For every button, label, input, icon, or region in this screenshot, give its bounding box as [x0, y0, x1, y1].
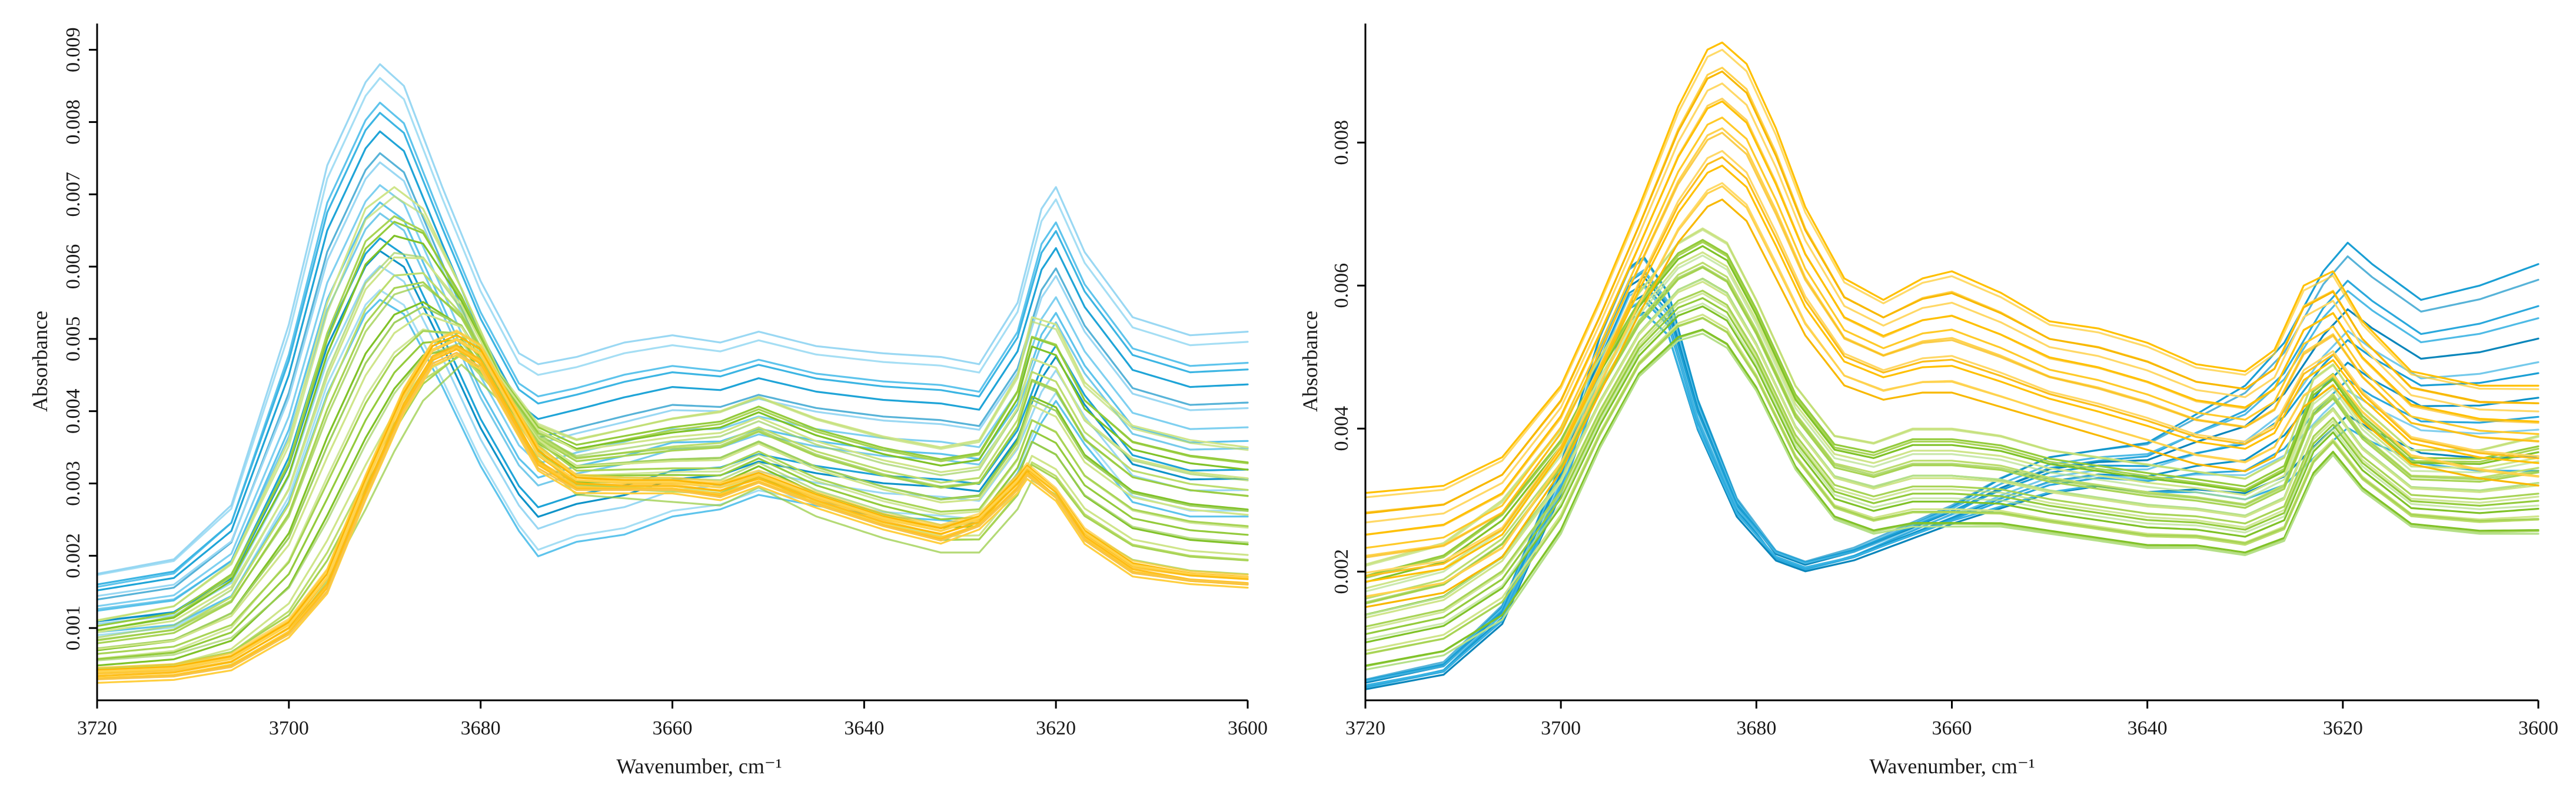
- left-green-spectrum-line: [96, 330, 1249, 655]
- left-green-spectrum-line: [96, 312, 1249, 650]
- left-y-tick-label: 0.008: [62, 99, 84, 145]
- right-chart-panel: 3720 3700 3680 3660 3640 3620 3600 0.002 0.004 0.…: [1298, 24, 2558, 778]
- left-green-spectrum-line: [96, 305, 1249, 650]
- right-x-tick-label: 3680: [1736, 717, 1776, 739]
- left-y-tick-label: 0.003: [62, 461, 84, 506]
- left-blue-spectrum-line: [96, 152, 1249, 601]
- left-green-spectrum-line: [96, 234, 1249, 631]
- left-curves: [96, 63, 1249, 684]
- right-orange-spectrum-line: [1364, 41, 2540, 494]
- left-blue-spectrum-line: [96, 212, 1249, 610]
- right-green-spectrum-line: [1364, 281, 2540, 619]
- left-x-tick-label: 3720: [77, 717, 117, 739]
- right-green-spectrum-line: [1364, 292, 2540, 630]
- left-axes: 3720 3700 3680 3660 3640 3620 3600 0.001 0.002 0.…: [62, 24, 1268, 739]
- left-chart-panel: 3720 3700 3680 3660 3640 3620 3600 0.001 0.002 0.…: [28, 24, 1268, 778]
- left-green-spectrum-line: [96, 272, 1249, 641]
- left-y-tick-label: 0.006: [62, 244, 84, 290]
- right-y-axis-title: Absorbance: [1298, 311, 1322, 412]
- left-green-spectrum-line: [96, 221, 1249, 627]
- left-blue-spectrum-line: [96, 101, 1249, 588]
- right-x-tick-label: 3660: [1932, 717, 1972, 739]
- left-blue-spectrum-line: [96, 130, 1249, 591]
- left-green-spectrum-line: [96, 195, 1249, 621]
- right-green-spectrum-line: [1364, 290, 2540, 628]
- right-x-tick-label: 3640: [2128, 717, 2168, 739]
- right-green-spectrum-line: [1364, 254, 2540, 593]
- right-orange-spectrum-line: [1364, 48, 2540, 498]
- left-x-tick-label: 3640: [844, 717, 884, 739]
- right-orange-spectrum-line: [1364, 185, 2540, 598]
- right-x-axis-title: Wavenumber, cm⁻¹: [1869, 754, 2035, 778]
- right-orange-spectrum-line: [1364, 82, 2540, 524]
- left-y-tick-label: 0.009: [62, 27, 84, 72]
- right-orange-spectrum-line: [1364, 164, 2540, 583]
- left-blue-spectrum-line: [96, 63, 1249, 575]
- left-x-tick-label: 3700: [269, 717, 309, 739]
- right-green-spectrum-line: [1364, 328, 2540, 667]
- left-blue-spectrum-line: [96, 184, 1249, 607]
- left-blue-spectrum-line: [96, 201, 1249, 612]
- left-green-spectrum-line: [96, 256, 1249, 633]
- left-y-tick-label: 0.007: [62, 172, 84, 217]
- left-green-spectrum-line: [96, 354, 1249, 672]
- left-x-tick-label: 3620: [1036, 717, 1076, 739]
- right-green-spectrum-line: [1364, 229, 2540, 567]
- right-orange-spectrum-line: [1364, 131, 2540, 558]
- left-y-tick-label: 0.005: [62, 317, 84, 362]
- right-blue-spectrum-line: [1364, 283, 2540, 681]
- right-x-tick-label: 3720: [1345, 717, 1385, 739]
- right-axes: 3720 3700 3680 3660 3640 3620 3600 0.002 0.004 0.…: [1331, 24, 2558, 739]
- right-blue-spectrum-line: [1364, 298, 2540, 683]
- right-green-spectrum-line: [1364, 265, 2540, 604]
- left-green-spectrum-line: [96, 338, 1249, 660]
- right-green-spectrum-line: [1364, 278, 2540, 616]
- left-x-axis-title: Wavenumber, cm⁻¹: [616, 754, 782, 778]
- right-y-tick-label: 0.002: [1331, 549, 1352, 594]
- right-orange-spectrum-line: [1364, 117, 2540, 549]
- right-x-tick-label: 3620: [2323, 717, 2363, 739]
- left-blue-spectrum-line: [96, 161, 1249, 597]
- right-y-tick-label: 0.004: [1331, 406, 1352, 451]
- right-green-spectrum-line: [1364, 302, 2540, 641]
- left-y-tick-label: 0.004: [62, 388, 84, 434]
- right-blue-spectrum-line: [1364, 299, 2540, 688]
- left-x-tick-label: 3680: [461, 717, 501, 739]
- left-blue-spectrum-line: [96, 112, 1249, 586]
- right-green-spectrum-line: [1364, 332, 2540, 671]
- left-x-tick-label: 3660: [653, 717, 693, 739]
- right-y-tick-label: 0.006: [1331, 263, 1352, 308]
- right-green-spectrum-line: [1364, 305, 2540, 644]
- left-orange-spectrum-line: [96, 351, 1249, 680]
- right-y-tick-label: 0.008: [1331, 120, 1352, 165]
- right-x-tick-label: 3600: [2518, 717, 2558, 739]
- left-orange-spectrum-line: [96, 344, 1249, 675]
- left-green-spectrum-line: [96, 281, 1249, 644]
- left-x-tick-label: 3600: [1228, 717, 1268, 739]
- right-curves: [1364, 41, 2540, 690]
- right-orange-spectrum-line: [1364, 100, 2540, 536]
- left-y-tick-label: 0.002: [62, 533, 84, 578]
- left-orange-spectrum-line: [96, 329, 1249, 669]
- right-x-tick-label: 3700: [1541, 717, 1581, 739]
- right-green-spectrum-line: [1364, 241, 2540, 579]
- right-orange-spectrum-line: [1364, 198, 2540, 609]
- left-blue-spectrum-line: [96, 77, 1249, 576]
- left-y-axis-title: Absorbance: [28, 311, 52, 412]
- right-green-spectrum-line: [1364, 314, 2540, 652]
- right-green-spectrum-line: [1364, 297, 2540, 636]
- left-y-tick-label: 0.001: [62, 606, 84, 651]
- left-orange-spectrum-line: [96, 338, 1249, 673]
- left-orange-spectrum-line: [96, 354, 1249, 684]
- left-green-spectrum-line: [96, 284, 1249, 641]
- right-green-spectrum-line: [1364, 317, 2540, 655]
- right-orange-spectrum-line: [1364, 70, 2540, 514]
- right-orange-spectrum-line: [1364, 156, 2540, 577]
